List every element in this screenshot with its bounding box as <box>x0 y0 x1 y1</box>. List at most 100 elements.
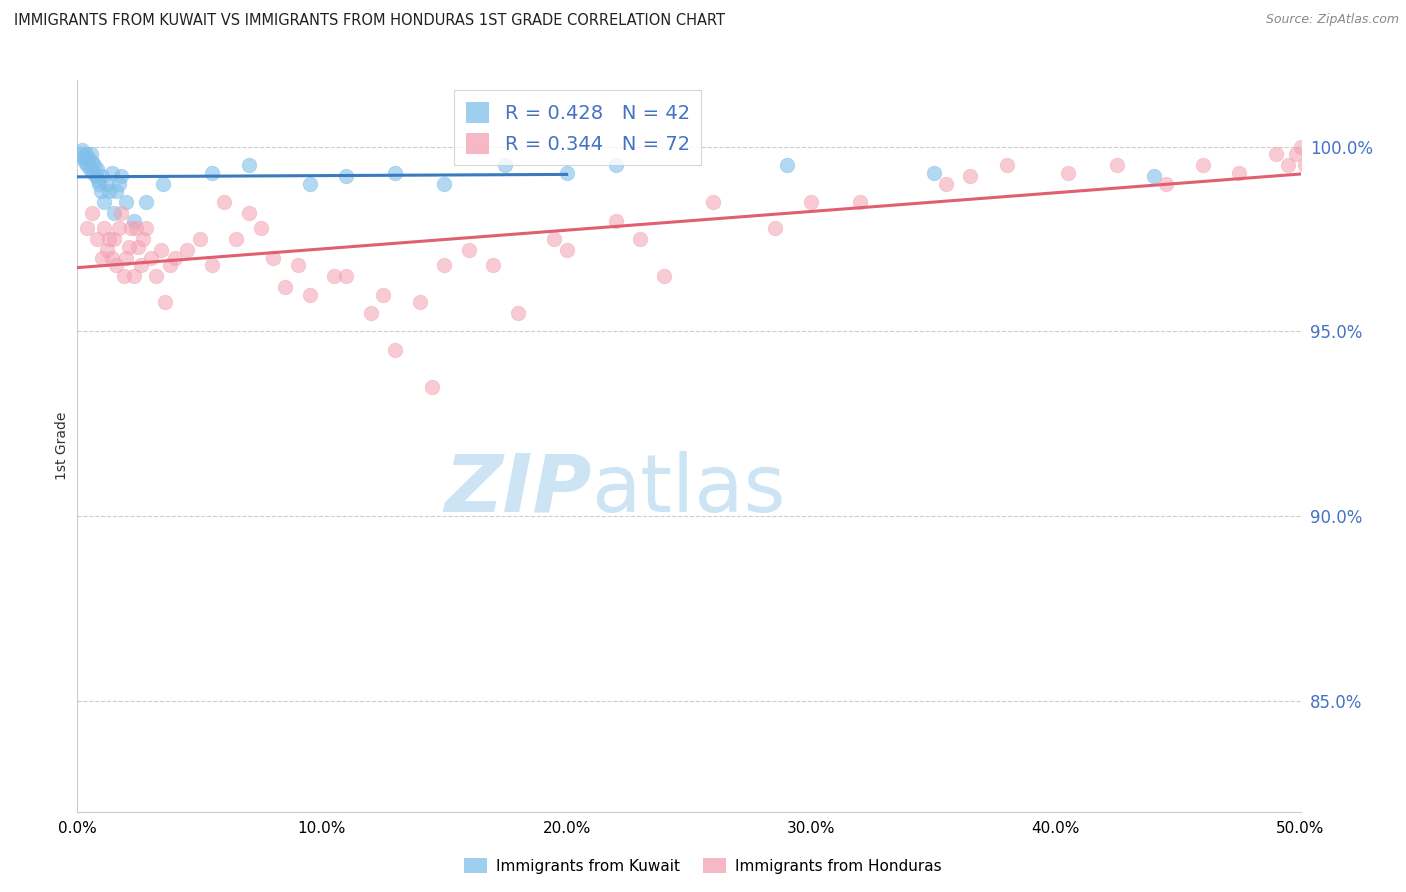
Point <box>70 144 93 158</box>
Point <box>139 251 162 265</box>
Point <box>495 158 517 172</box>
Point <box>108 221 131 235</box>
Point <box>155 294 177 309</box>
Point <box>201 166 224 180</box>
Point <box>420 380 443 394</box>
Point <box>135 195 157 210</box>
Point <box>457 244 479 258</box>
Point <box>80 154 103 169</box>
Point <box>212 195 235 210</box>
Point <box>70 147 93 161</box>
Point <box>93 195 115 210</box>
Point <box>935 177 957 191</box>
Point <box>77 151 100 165</box>
Point <box>89 177 111 191</box>
Point <box>110 206 132 220</box>
Point <box>165 251 187 265</box>
Point <box>287 258 309 272</box>
Text: ZIP: ZIP <box>444 450 591 529</box>
Point <box>763 221 786 235</box>
Point <box>1107 158 1129 172</box>
Point <box>176 244 198 258</box>
Point <box>201 258 224 272</box>
Point <box>159 258 181 272</box>
Point <box>145 268 167 283</box>
Point <box>409 294 432 309</box>
Point <box>1277 158 1299 172</box>
Point <box>86 161 108 176</box>
Point <box>628 232 651 246</box>
Point <box>98 232 121 246</box>
Point <box>849 195 872 210</box>
Legend: Immigrants from Kuwait, Immigrants from Honduras: Immigrants from Kuwait, Immigrants from … <box>458 852 948 880</box>
Point <box>72 151 94 165</box>
Point <box>323 268 346 283</box>
Point <box>103 206 125 220</box>
Point <box>298 287 321 301</box>
Point <box>82 166 104 180</box>
Point <box>555 244 578 258</box>
Point <box>152 177 174 191</box>
Point <box>188 232 211 246</box>
Point <box>100 166 122 180</box>
Point <box>225 232 247 246</box>
Point <box>1191 158 1213 172</box>
Point <box>98 184 121 198</box>
Point <box>922 166 945 180</box>
Point <box>555 166 578 180</box>
Point <box>80 147 103 161</box>
Point <box>120 221 142 235</box>
Point <box>79 161 101 176</box>
Point <box>122 213 145 227</box>
Point <box>80 206 103 220</box>
Point <box>105 258 128 272</box>
Point <box>76 221 98 235</box>
Point <box>122 268 145 283</box>
Point <box>654 268 676 283</box>
Point <box>96 177 118 191</box>
Point <box>90 184 112 198</box>
Point <box>776 158 799 172</box>
Point <box>115 251 138 265</box>
Point <box>506 306 529 320</box>
Point <box>482 258 505 272</box>
Point <box>118 239 141 253</box>
Legend: R = 0.428   N = 42, R = 0.344   N = 72: R = 0.428 N = 42, R = 0.344 N = 72 <box>454 90 702 165</box>
Point <box>1289 140 1312 154</box>
Point <box>105 184 128 198</box>
Point <box>238 206 260 220</box>
Point <box>127 239 149 253</box>
Point <box>75 147 97 161</box>
Point <box>543 232 565 246</box>
Point <box>335 169 357 184</box>
Point <box>433 258 456 272</box>
Point <box>110 169 132 184</box>
Point <box>335 268 357 283</box>
Point <box>86 232 108 246</box>
Point <box>250 221 273 235</box>
Point <box>90 169 112 184</box>
Point <box>800 195 823 210</box>
Point <box>1265 147 1288 161</box>
Point <box>262 251 284 265</box>
Point <box>360 306 382 320</box>
Point <box>103 232 125 246</box>
Point <box>298 177 321 191</box>
Point <box>87 173 110 187</box>
Point <box>149 244 172 258</box>
Point <box>96 244 118 258</box>
Point <box>605 213 627 227</box>
Point <box>115 195 138 210</box>
Point <box>702 195 724 210</box>
Point <box>76 158 98 172</box>
Point <box>995 158 1018 172</box>
Point <box>384 166 406 180</box>
Point <box>1294 158 1316 172</box>
Point <box>125 221 148 235</box>
Text: IMMIGRANTS FROM KUWAIT VS IMMIGRANTS FROM HONDURAS 1ST GRADE CORRELATION CHART: IMMIGRANTS FROM KUWAIT VS IMMIGRANTS FRO… <box>14 13 725 29</box>
Point <box>1143 169 1166 184</box>
Point <box>135 221 157 235</box>
Point <box>83 158 105 172</box>
Point <box>1154 177 1177 191</box>
Point <box>108 177 131 191</box>
